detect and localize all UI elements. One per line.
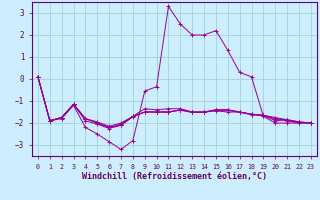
X-axis label: Windchill (Refroidissement éolien,°C): Windchill (Refroidissement éolien,°C)	[82, 172, 267, 181]
